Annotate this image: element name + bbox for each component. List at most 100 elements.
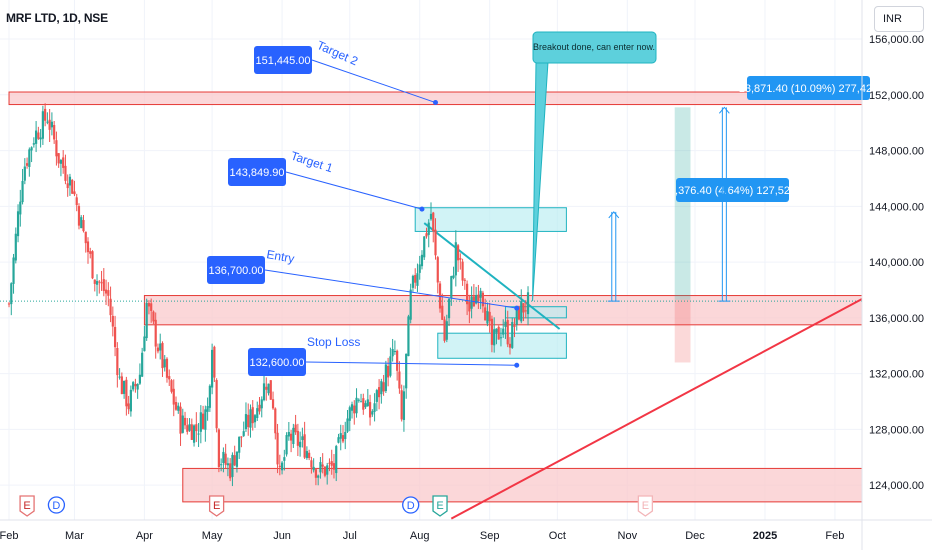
- candle-body: [357, 399, 360, 401]
- candle-body: [387, 365, 390, 378]
- y-tick-label: 128,000.00: [869, 424, 924, 436]
- candle-body: [479, 290, 482, 298]
- candle-body: [208, 385, 211, 408]
- candle-body: [262, 383, 266, 401]
- candle-body: [314, 469, 318, 478]
- candle-body: [335, 446, 338, 474]
- price-label-note: Target 2: [315, 38, 361, 69]
- measure-label-text: 6,376.40 (4.64%) 127,528: [669, 185, 796, 197]
- x-tick-label: May: [202, 530, 223, 542]
- candle-body: [156, 347, 160, 352]
- candle-body: [204, 409, 207, 430]
- candle-body: [226, 463, 230, 466]
- candle-body: [373, 403, 376, 412]
- candle-body: [93, 279, 96, 284]
- earnings-marker: [432, 495, 448, 517]
- price-label-note: Target 1: [289, 149, 335, 176]
- candle-body: [447, 298, 451, 319]
- candle-body: [28, 149, 31, 167]
- candle-body: [249, 409, 252, 428]
- candles: [7, 103, 530, 487]
- x-tick-label: Feb: [0, 530, 19, 542]
- support-resistance-zone: [182, 467, 863, 503]
- candle-body: [235, 451, 239, 467]
- candle-body: [477, 294, 480, 301]
- candle-body: [445, 321, 448, 340]
- candle-body: [25, 163, 29, 166]
- label-anchor-dot: [419, 206, 425, 212]
- candle-body: [98, 281, 101, 283]
- candle-body: [393, 351, 396, 353]
- candle-body: [50, 121, 54, 128]
- candle-body: [107, 290, 110, 296]
- earnings-marker: [19, 495, 35, 517]
- candle-body: [520, 301, 523, 322]
- candle-body: [174, 402, 178, 410]
- candle-body: [511, 322, 514, 348]
- candle-body: [495, 328, 498, 333]
- candle-body: [452, 275, 455, 278]
- candle-body: [251, 407, 254, 424]
- candle-body: [229, 463, 232, 479]
- earnings-marker: [208, 495, 225, 517]
- currency-button[interactable]: INR: [874, 6, 924, 32]
- candle-body: [267, 383, 270, 394]
- candle-body: [418, 264, 421, 273]
- earnings-marker-letter: E: [642, 500, 649, 512]
- candle-body: [292, 427, 295, 445]
- candle-body: [289, 433, 293, 441]
- candle-body: [330, 461, 333, 466]
- candle-body: [450, 276, 453, 299]
- candle-body: [456, 245, 460, 261]
- candle-body: [84, 231, 87, 244]
- earnings-marker-letter: E: [213, 500, 220, 512]
- candle-body: [283, 457, 286, 461]
- candle-body: [147, 303, 151, 307]
- candle-body: [118, 376, 121, 378]
- candle-body: [152, 311, 155, 322]
- label-anchor-dot: [514, 305, 520, 311]
- candle-body: [409, 289, 412, 320]
- candle-body: [346, 418, 349, 432]
- candle-body: [287, 431, 290, 437]
- candle-body: [308, 452, 311, 458]
- trend-lines: [0, 222, 863, 520]
- candle-body: [497, 326, 500, 340]
- price-label-box: [254, 46, 312, 74]
- label-anchor-dot: [433, 100, 439, 106]
- candle-body: [127, 403, 130, 410]
- candle-body: [436, 257, 439, 283]
- candle-body: [179, 406, 182, 434]
- candle-body: [192, 425, 196, 443]
- candle-body: [55, 140, 58, 157]
- candle-body: [213, 346, 216, 378]
- candle-body: [470, 296, 473, 309]
- candle-body: [141, 352, 144, 377]
- x-tick-label: Feb: [825, 530, 844, 542]
- dividend-marker: [47, 496, 66, 514]
- candle-body: [326, 465, 329, 475]
- candle-body: [461, 261, 464, 281]
- candle-body: [466, 283, 469, 305]
- candle-body: [423, 236, 426, 258]
- y-tick-label: 156,000.00: [869, 34, 924, 46]
- candle-body: [111, 315, 114, 327]
- x-tick-label: Dec: [685, 530, 705, 542]
- candle-body: [425, 233, 428, 237]
- price-label-box: [228, 158, 286, 186]
- candle-body: [522, 303, 525, 313]
- candle-body: [299, 441, 302, 448]
- candle-body: [91, 251, 94, 279]
- candle-body: [66, 183, 69, 189]
- candle-body: [224, 453, 227, 465]
- candle-body: [14, 233, 17, 261]
- candle-body: [201, 413, 205, 429]
- candle-body: [515, 307, 518, 325]
- candle-body: [120, 376, 123, 395]
- candle-body: [46, 121, 49, 123]
- candle-body: [344, 431, 347, 440]
- candle-body: [377, 387, 381, 398]
- candle-body: [443, 319, 446, 341]
